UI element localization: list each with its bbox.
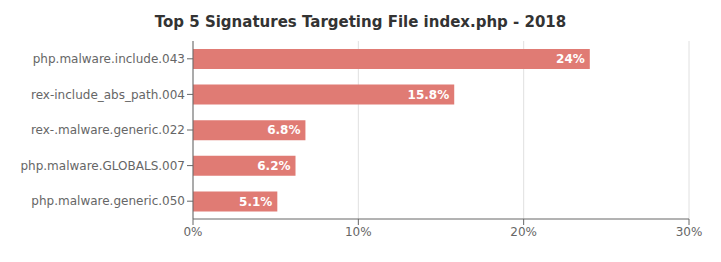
svg-text:php.malware.GLOBALS.007: php.malware.GLOBALS.007: [20, 159, 185, 173]
svg-text:6.8%: 6.8%: [267, 123, 300, 137]
svg-text:30%: 30%: [676, 225, 703, 239]
svg-text:0%: 0%: [183, 225, 202, 239]
svg-text:rex-include_abs_path.004: rex-include_abs_path.004: [31, 88, 185, 102]
svg-text:5.1%: 5.1%: [239, 195, 272, 209]
svg-text:php.malware.include.043: php.malware.include.043: [33, 52, 185, 66]
svg-text:php.malware.generic.050: php.malware.generic.050: [31, 194, 185, 208]
svg-text:6.2%: 6.2%: [257, 159, 290, 173]
html-text:Top 5 Signatures Targeting Fil: Top 5 Signatures Targeting File index.ph…: [154, 13, 567, 31]
svg-text:20%: 20%: [510, 225, 537, 239]
svg-text:10%: 10%: [345, 225, 372, 239]
svg-text:15.8%: 15.8%: [408, 88, 450, 102]
svg-text:rex-.malware.generic.022: rex-.malware.generic.022: [31, 123, 185, 137]
svg-text:24%: 24%: [556, 52, 585, 66]
